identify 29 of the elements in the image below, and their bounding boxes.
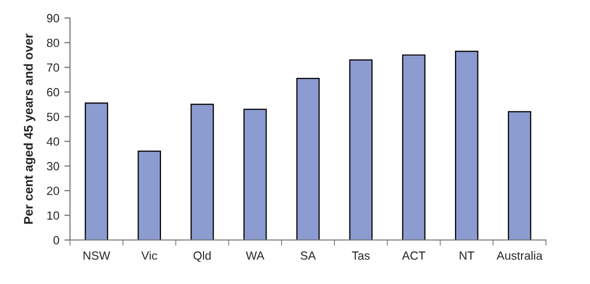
y-tick-label: 10 (47, 211, 60, 220)
y-tick-label: 50 (46, 112, 60, 122)
bar (84, 102, 108, 240)
y-tick-label: 20 (47, 186, 60, 196)
bar (190, 104, 214, 240)
y-tick-label: 30 (46, 162, 60, 170)
x-tick-label: WA (246, 252, 264, 260)
bar (243, 108, 267, 240)
x-tick-label: Australia (496, 251, 543, 260)
x-tick-label: Qld (194, 251, 211, 262)
y-tick-label: 80 (46, 38, 60, 48)
x-tick-label: NT (460, 252, 474, 260)
bar (296, 78, 320, 240)
y-axis-title: Per cent aged 45 years and over (24, 34, 36, 224)
y-tick-label: 70 (47, 63, 60, 72)
x-tick-label: SA (300, 251, 316, 260)
y-tick-label: 0 (53, 236, 60, 244)
x-tick-label: NSW (84, 251, 110, 260)
x-tick-label: ACT (402, 251, 426, 260)
x-tick-label: Vic (141, 251, 158, 260)
y-tick-label: 90 (47, 14, 60, 22)
bar (402, 54, 426, 240)
bar (349, 59, 373, 240)
x-tick-label: Tas (352, 252, 370, 260)
bar (455, 50, 478, 240)
bar (508, 111, 532, 240)
bar (138, 150, 161, 240)
y-tick-label: 60 (47, 88, 60, 96)
y-tick-label: 40 (46, 137, 60, 146)
